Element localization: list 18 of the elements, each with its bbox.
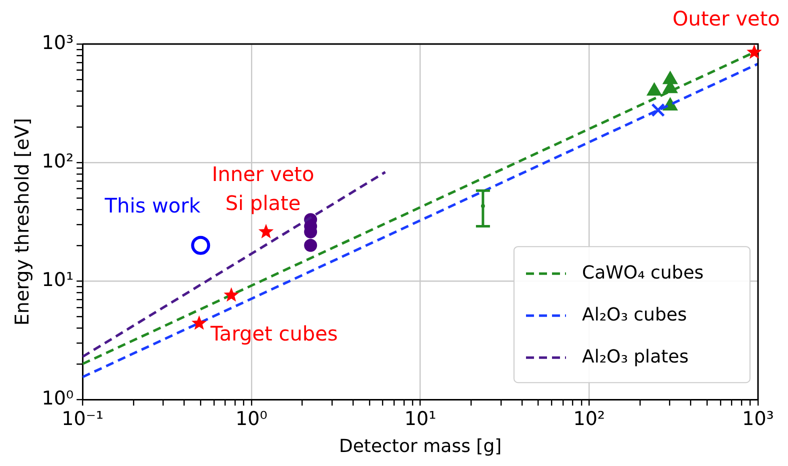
y-tick-label: 10² <box>42 150 74 172</box>
series-label: Inner veto Si plate <box>212 162 314 216</box>
x-tick-label: 10² <box>573 408 606 430</box>
y-tick-label: 10⁰ <box>42 388 74 410</box>
series-label: This work <box>104 194 201 218</box>
legend-label: Al₂O₃ cubes <box>582 304 687 326</box>
series-label: Target cubes <box>209 322 338 346</box>
y-tick-label: 10³ <box>42 32 74 54</box>
x-tick-label: 10⁻¹ <box>62 408 104 430</box>
legend-label: Al₂O₃ plates <box>582 346 689 368</box>
x-tick-label: 10⁰ <box>236 408 268 430</box>
x-tick-label: 10¹ <box>404 408 436 430</box>
x-axis-title: Detector mass [g] <box>338 436 502 457</box>
x-tick-label: 10³ <box>742 408 774 430</box>
series-label: Outer veto <box>672 6 780 31</box>
y-tick-label: 10¹ <box>42 269 74 292</box>
legend-label: CaWO₄ cubes <box>582 262 704 284</box>
y-axis-title: Energy threshold [eV] <box>11 118 34 326</box>
